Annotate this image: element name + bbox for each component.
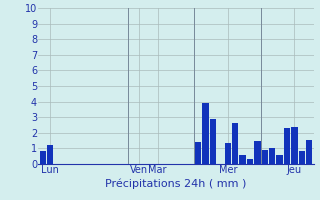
- X-axis label: Précipitations 24h ( mm ): Précipitations 24h ( mm ): [105, 178, 247, 189]
- Bar: [47, 145, 53, 164]
- Bar: [247, 159, 253, 164]
- Bar: [254, 141, 260, 164]
- Bar: [210, 119, 216, 164]
- Bar: [40, 151, 46, 164]
- Bar: [239, 155, 246, 164]
- Bar: [203, 103, 209, 164]
- Bar: [284, 128, 290, 164]
- Bar: [269, 148, 275, 164]
- Bar: [299, 151, 305, 164]
- Bar: [232, 123, 238, 164]
- Bar: [291, 127, 298, 164]
- Bar: [225, 143, 231, 164]
- Bar: [195, 142, 201, 164]
- Bar: [276, 155, 283, 164]
- Bar: [306, 140, 312, 164]
- Bar: [262, 150, 268, 164]
